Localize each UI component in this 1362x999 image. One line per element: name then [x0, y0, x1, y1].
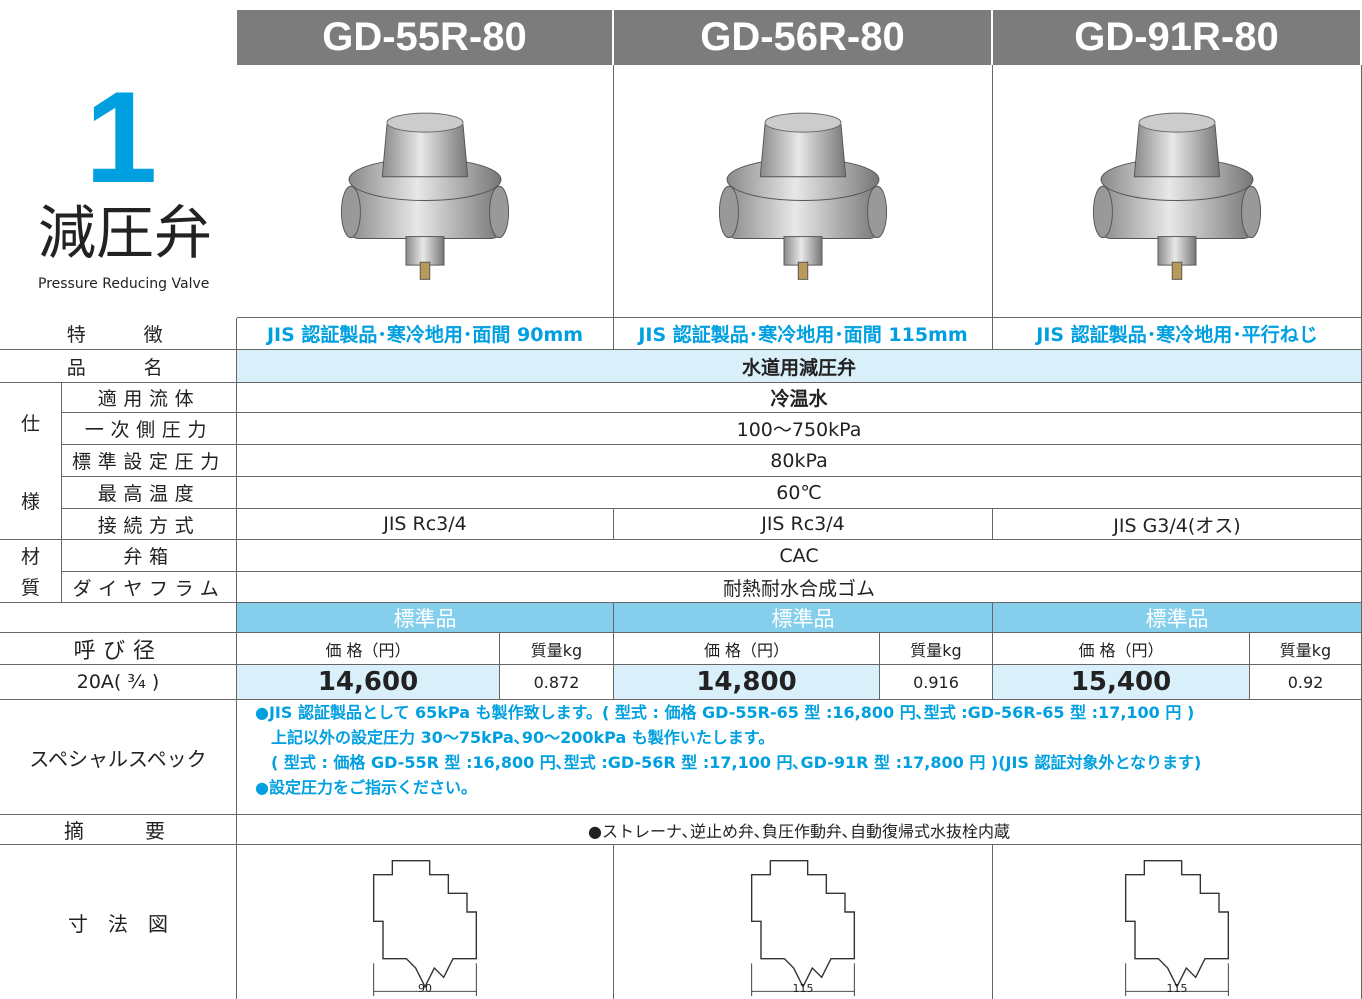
product-image [237, 65, 614, 318]
material-value: 耐熱耐水合成ゴム [237, 572, 1362, 603]
price-header: 価 格（円） [993, 633, 1250, 665]
dimension-value: 115 [1166, 982, 1188, 995]
group-char: 材 [20, 546, 40, 568]
blank [0, 603, 237, 633]
spec-value: 冷温水 [237, 383, 1362, 413]
dimension-drawing: 90 [237, 845, 614, 999]
dimension-value: 90 [418, 982, 432, 995]
mass: 0.872 [500, 665, 614, 700]
section-number: 1 [85, 64, 158, 210]
outline [728, 856, 878, 996]
connection: JIS Rc3/4 [614, 509, 993, 540]
spec-value: 100～750kPa [237, 413, 1362, 445]
notes: ●ストレーナ､逆止め弁､負圧作動弁､自動復帰式水抜栓内蔵 [237, 815, 1362, 845]
mass: 0.916 [880, 665, 993, 700]
row-label: 最高温度 [62, 477, 237, 509]
special-text: ●JIS 認証製品として 65kPa も製作致します。( 型式 : 価格 GD-… [237, 700, 1362, 815]
material-value: CAC [237, 540, 1362, 572]
row-label: 呼び径 [0, 633, 237, 665]
model-name: GD-91R-80 [993, 10, 1362, 65]
price-header: 価 格（円） [237, 633, 500, 665]
section-title: 減圧弁 [38, 199, 213, 267]
row-label: スペシャルスペック [0, 700, 237, 815]
feature: JIS 認証製品･寒冷地用･平行ねじ [993, 318, 1362, 350]
dimension-value: 115 [792, 982, 814, 995]
row-label: 特 徴 [0, 318, 237, 350]
mass-header: 質量kg [1250, 633, 1362, 665]
mass: 0.92 [1250, 665, 1362, 700]
dimension-drawing: 115 [993, 845, 1362, 999]
valve-image [1082, 91, 1272, 291]
special-line: ( 型式 : 価格 GD-55R 型 :16,800 円､型式 :GD-56R … [255, 753, 1202, 772]
row-label: 寸 法 図 [0, 845, 237, 999]
feature: JIS 認証製品･寒冷地用･面間 90mm [237, 318, 614, 350]
row-label: 一次側圧力 [62, 413, 237, 445]
model-name: GD-56R-80 [614, 10, 993, 65]
mass-header: 質量kg [880, 633, 993, 665]
dimension-drawing: 115 [614, 845, 993, 999]
group-char: 仕 [20, 412, 40, 435]
product-image [614, 65, 993, 318]
outline [1102, 856, 1252, 996]
valve-image [708, 91, 898, 291]
row-label: 摘 要 [0, 815, 237, 845]
connection: JIS Rc3/4 [237, 509, 614, 540]
size: 20A( ³⁄₄ ) [0, 665, 237, 700]
section-subtitle: Pressure Reducing Valve [38, 276, 210, 292]
row-label: 接続方式 [62, 509, 237, 540]
price: 15,400 [993, 665, 1250, 700]
row-label: 標準設定圧力 [62, 445, 237, 477]
spec-value: 80kPa [237, 445, 1362, 477]
standard-label: 標準品 [614, 603, 993, 633]
group-label: 仕様 [0, 383, 62, 540]
feature: JIS 認証製品･寒冷地用･面間 115mm [614, 318, 993, 350]
spec-value: 60℃ [237, 477, 1362, 509]
special-line: ●JIS 認証製品として 65kPa も製作致します。( 型式 : 価格 GD-… [255, 703, 1195, 722]
outline [350, 856, 500, 996]
group-label: 材質 [0, 540, 62, 603]
group-char: 質 [20, 577, 40, 599]
row-label: 品 名 [0, 350, 237, 383]
product-name: 水道用減圧弁 [237, 350, 1362, 383]
product-image [993, 65, 1362, 318]
row-label: 適用流体 [62, 383, 237, 413]
connection: JIS G3/4(オス) [993, 509, 1362, 540]
special-line: ●設定圧力をご指示ください。 [255, 778, 477, 797]
price: 14,600 [237, 665, 500, 700]
standard-label: 標準品 [237, 603, 614, 633]
special-line: 上記以外の設定圧力 30～75kPa､90～200kPa も製作いたします。 [255, 728, 775, 747]
standard-label: 標準品 [993, 603, 1362, 633]
model-name: GD-55R-80 [237, 10, 614, 65]
price-header: 価 格（円） [614, 633, 880, 665]
row-label: 弁箱 [62, 540, 237, 572]
mass-header: 質量kg [500, 633, 614, 665]
valve-image [330, 91, 520, 291]
price: 14,800 [614, 665, 880, 700]
group-char: 様 [20, 490, 40, 513]
row-label: ダイヤフラム [62, 572, 237, 603]
